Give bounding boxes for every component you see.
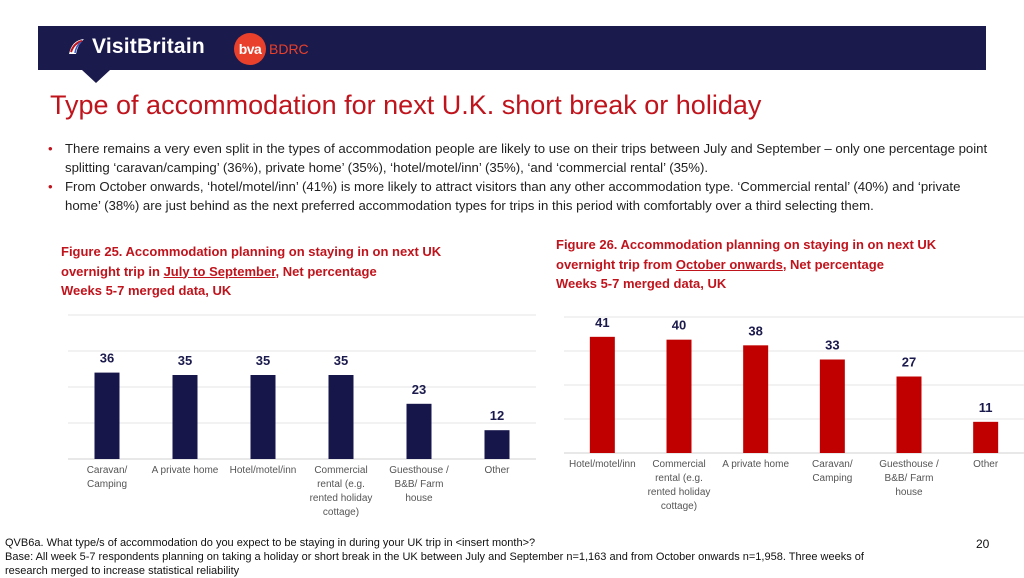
data-label: 41 — [595, 315, 609, 330]
data-label: 40 — [672, 318, 686, 333]
caption-period: October onwards — [675, 256, 783, 272]
category-label-line: Commercial — [652, 459, 705, 470]
data-label: 36 — [100, 351, 114, 366]
bullet-item: • There remains a very even split in the … — [46, 139, 996, 177]
caption-text: Figure 26. Accommodation planning on sta… — [556, 237, 937, 272]
partner-name: BDRC — [269, 41, 309, 57]
data-label: 12 — [490, 408, 504, 423]
category-label: Commercial rental (e.g. rented holiday cott… — [310, 465, 373, 518]
category-label-line: rental (e.g. — [317, 479, 365, 490]
category-label-line: house — [405, 493, 433, 504]
category-label-line: B&B/ Farm — [395, 479, 444, 490]
caption-text: Figure 25. Accommodation planning on sta… — [61, 244, 442, 279]
caption-subline: Weeks 5-7 merged data, UK — [556, 276, 727, 291]
data-label: 23 — [412, 382, 426, 397]
category-label: Guesthouse / B&B/ Farm house — [389, 465, 449, 504]
bar — [743, 345, 769, 453]
figure-25-bar-chart: 36 Caravan/Camping 35 A private home 35 Hotel… — [68, 314, 536, 518]
bullet-text: From October onwards, ‘hotel/motel/inn’ … — [65, 179, 961, 213]
category-label-line: B&B/ Farm — [885, 473, 934, 484]
caption-text-end: , Net percentage — [275, 263, 377, 279]
data-label: 38 — [748, 323, 762, 338]
category-label: Other — [484, 465, 510, 476]
category-label-line: Hotel/motel/inn — [569, 459, 636, 470]
category-label-line: rented holiday — [648, 487, 711, 498]
category-label-line: Caravan/ — [87, 465, 128, 476]
category-label: Guesthouse / B&B/ Farm house — [879, 459, 939, 498]
category-label: Caravan/Camping — [812, 459, 853, 484]
category-label-line: Caravan/ — [812, 459, 853, 470]
bar — [172, 375, 198, 459]
bar — [896, 376, 922, 453]
category-label: Hotel/motel/inn — [230, 465, 297, 476]
category-label-line: A private home — [152, 465, 219, 476]
category-label-line: Other — [484, 465, 510, 476]
bva-bdrc-logo: bva BDRC — [234, 33, 309, 65]
base-note: Base: All week 5-7 respondents planning … — [5, 551, 864, 577]
bar — [94, 372, 120, 459]
summary-bullets: • There remains a very even split in the … — [46, 139, 996, 215]
category-label-line: house — [895, 487, 923, 498]
data-label: 35 — [334, 353, 348, 368]
category-label-line: cottage) — [323, 507, 359, 518]
category-label-line: A private home — [722, 459, 789, 470]
figure-26-bar-chart: 41 Hotel/motel/inn 40 Commercial rental (e.g… — [564, 315, 1024, 512]
data-label: 35 — [178, 353, 192, 368]
category-label-line: rented holiday — [310, 493, 373, 504]
data-label: 11 — [979, 400, 993, 415]
union-flag-icon — [69, 39, 84, 54]
category-label-line: Hotel/motel/inn — [230, 465, 297, 476]
bar — [406, 403, 432, 459]
bullet-item: • From October onwards, ‘hotel/motel/inn’… — [46, 177, 996, 215]
category-label-line: Guesthouse / — [389, 465, 449, 476]
bullet-dot: • — [48, 179, 53, 194]
bar — [250, 375, 276, 459]
page-title: Type of accommodation for next U.K. shor… — [50, 90, 762, 120]
bar — [973, 421, 999, 453]
category-label: A private home — [722, 459, 789, 470]
category-label-line: rental (e.g. — [655, 473, 703, 484]
category-label: A private home — [152, 465, 219, 476]
figure-25-caption: Figure 25. Accommodation planning on sta… — [61, 242, 461, 301]
bva-badge: bva — [234, 33, 266, 65]
data-label: 35 — [256, 353, 270, 368]
caption-text-end: , Net percentage — [782, 256, 884, 272]
category-label: Other — [973, 459, 999, 470]
visitbritain-logo: VisitBritain — [66, 35, 205, 59]
category-label-line: Other — [973, 459, 999, 470]
category-label: Hotel/motel/inn — [569, 459, 636, 470]
category-label-line: Commercial — [314, 465, 367, 476]
category-label-line: cottage) — [661, 501, 697, 512]
category-label: Commercial rental (e.g. rented holiday cott… — [648, 459, 711, 512]
brand-name: VisitBritain — [92, 35, 205, 58]
bar — [666, 339, 692, 453]
header-notch — [82, 70, 110, 83]
caption-subline: Weeks 5-7 merged data, UK — [61, 283, 232, 298]
category-label-line: Camping — [812, 473, 852, 484]
bar — [589, 336, 615, 453]
bar — [484, 430, 510, 459]
bar — [819, 359, 845, 453]
question-note: QVB6a. What type/s of accommodation do y… — [5, 537, 536, 549]
bullet-dot: • — [48, 141, 53, 156]
data-label: 27 — [902, 355, 916, 370]
bullet-text: There remains a very even split in the t… — [65, 141, 988, 175]
header-banner: VisitBritain bva BDRC — [38, 26, 986, 70]
page-number: 20 — [976, 537, 990, 551]
bar — [328, 375, 354, 459]
data-label: 33 — [825, 338, 839, 353]
category-label-line: Guesthouse / — [879, 459, 939, 470]
figure-26-caption: Figure 26. Accommodation planning on sta… — [556, 235, 956, 294]
category-label: Caravan/Camping — [87, 465, 128, 490]
category-label-line: Camping — [87, 479, 127, 490]
caption-period: July to September — [163, 263, 276, 279]
